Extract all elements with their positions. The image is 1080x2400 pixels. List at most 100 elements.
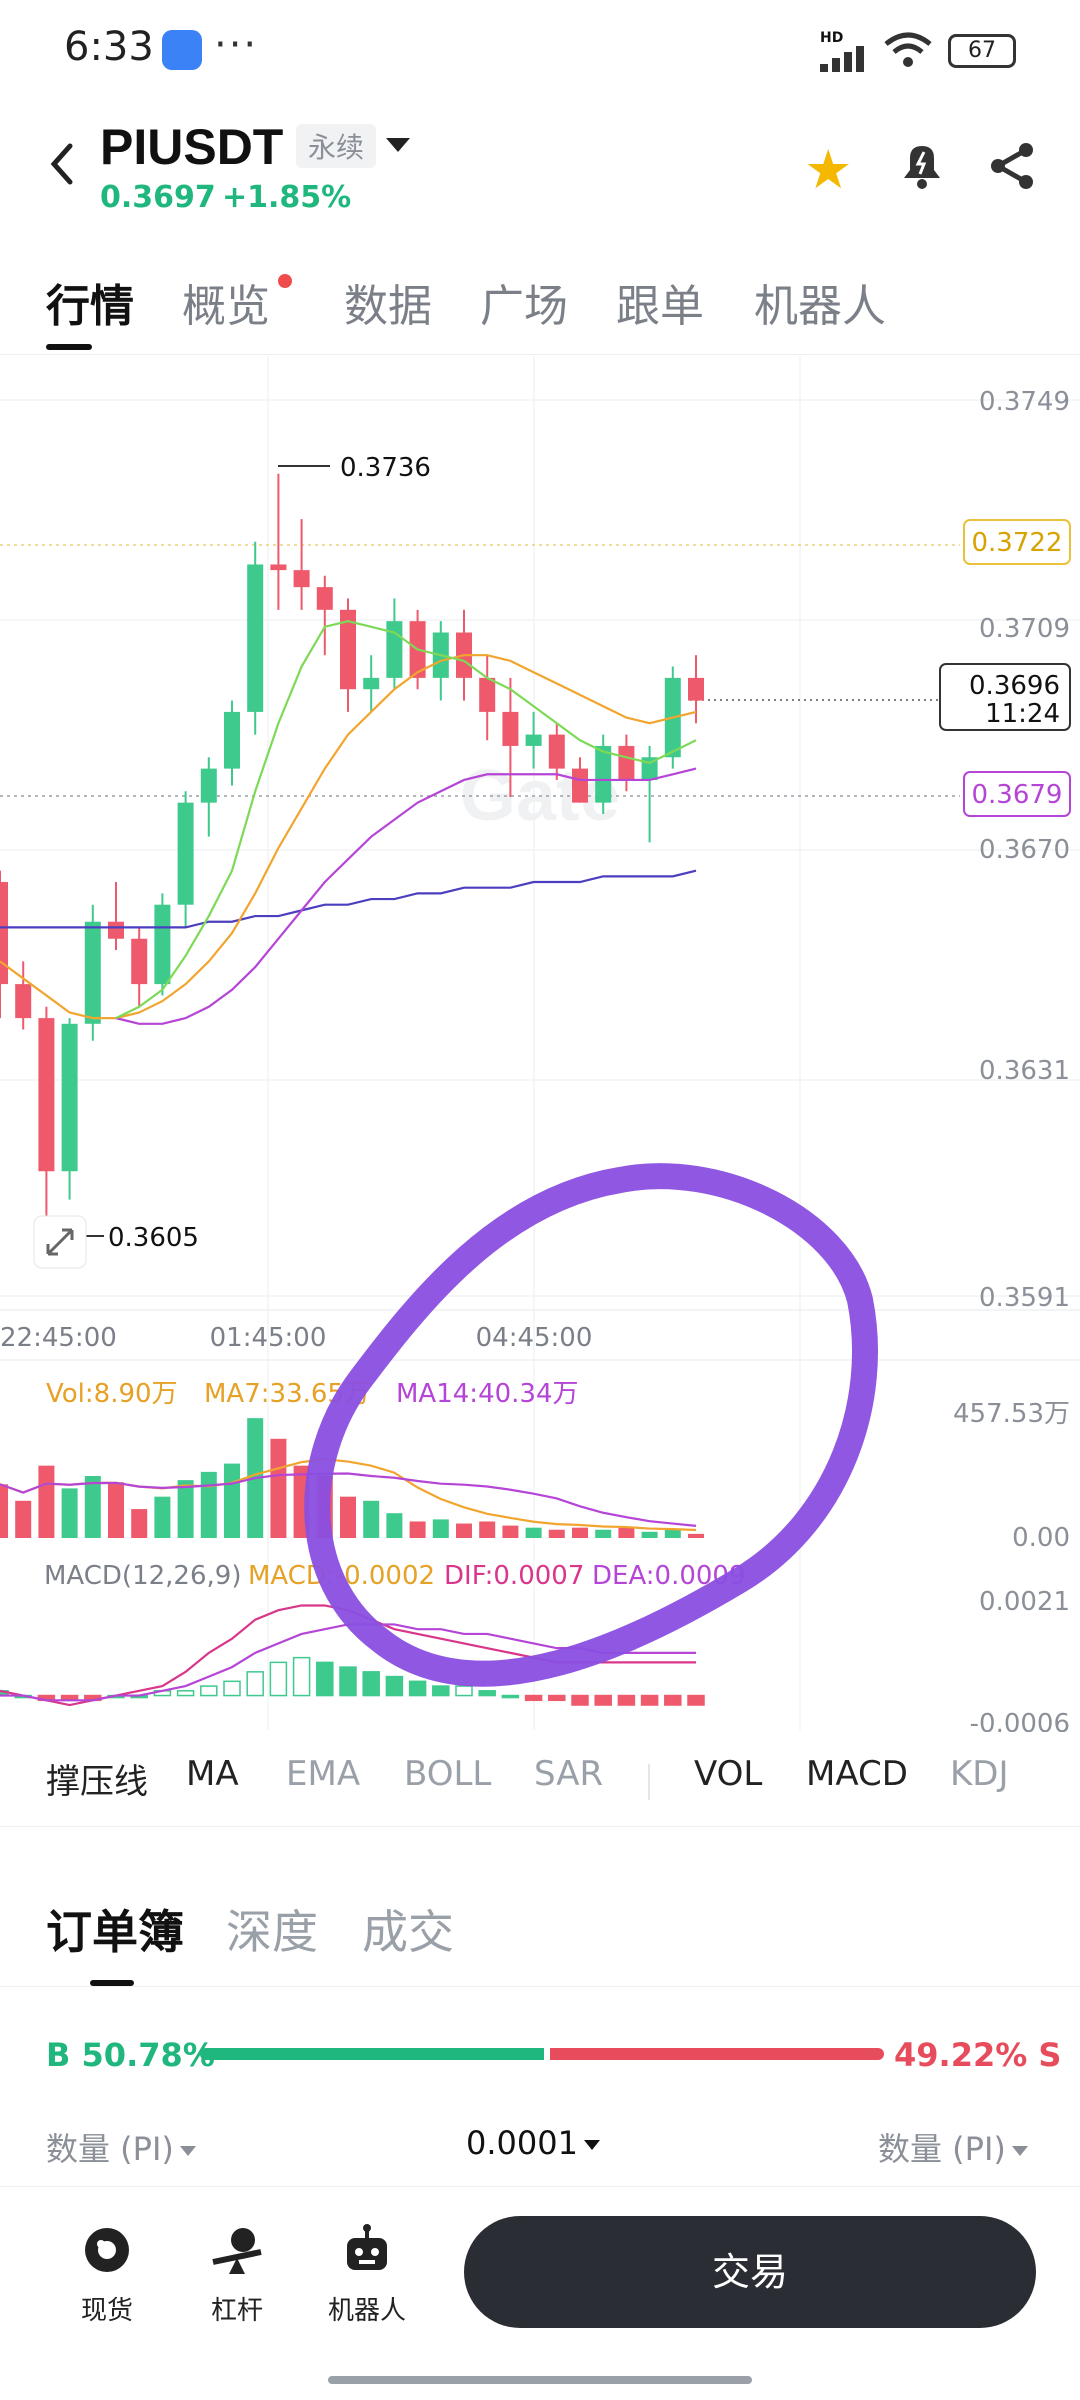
- tab-market[interactable]: 行情: [46, 281, 134, 332]
- candle-body: [0, 882, 8, 985]
- volume-bar: [595, 1529, 612, 1538]
- robot-icon: [347, 2224, 387, 2270]
- app-notification-icon: [162, 30, 202, 70]
- volume-bar: [340, 1496, 356, 1538]
- macd-bar: [176, 1690, 195, 1697]
- time-label: 22:45:00: [0, 1323, 117, 1353]
- price-alert-bell-icon[interactable]: [894, 136, 950, 192]
- qty-unit-right-label: 数量 (PI): [878, 2130, 1006, 2168]
- status-bar: 6:33 ··· HD 67: [0, 0, 1080, 100]
- pair-dropdown-icon[interactable]: [386, 138, 410, 152]
- dif-value: DIF:0.0007: [444, 1561, 584, 1591]
- candle-body: [224, 711, 240, 769]
- volume-bar: [432, 1519, 449, 1538]
- vol-ma14-line: [0, 1472, 697, 1527]
- nav-spot[interactable]: 现货: [52, 2222, 162, 2327]
- ma-line-green: [115, 620, 697, 1020]
- notification-dot: [278, 274, 292, 288]
- candle-body: [548, 734, 565, 769]
- qty-unit-left-select[interactable]: 数量 (PI): [46, 2124, 196, 2170]
- dropdown-caret-icon: [1011, 2146, 1028, 2156]
- chart-grid: [0, 356, 1080, 1730]
- nav-bot[interactable]: 机器人: [312, 2222, 422, 2327]
- tab-bot[interactable]: 机器人: [754, 281, 886, 332]
- candle-body: [247, 564, 264, 712]
- volume-bar: [0, 1484, 8, 1538]
- orderbook-tab-underline: [90, 1980, 134, 1986]
- volume-bar: [409, 1521, 426, 1538]
- volume-bar: [664, 1529, 681, 1538]
- candle-body: [154, 904, 171, 985]
- ma-line-purple: [115, 767, 697, 1025]
- network-type-label: HD: [820, 30, 844, 46]
- volume-bar: [224, 1463, 240, 1538]
- indicator-sar[interactable]: SAR: [534, 1754, 604, 1794]
- macd-bar: [478, 1690, 496, 1697]
- divider: [0, 354, 1080, 355]
- price-axis-label: 0.3631: [979, 1056, 1070, 1086]
- macd-bar: [501, 1694, 520, 1699]
- nav-margin[interactable]: 杠杆: [182, 2222, 292, 2327]
- volume-bar: [386, 1513, 403, 1538]
- tab-square[interactable]: 广场: [480, 281, 568, 332]
- coin-icon: [85, 2228, 129, 2272]
- candles: [0, 473, 704, 1217]
- macd-bar: [664, 1694, 682, 1706]
- volume-bar: [688, 1533, 704, 1538]
- indicator-support-resistance[interactable]: 撑压线: [46, 1762, 148, 1802]
- ma-line-indigo: [0, 869, 697, 929]
- candle-body: [200, 768, 217, 803]
- tab-orderbook[interactable]: 订单簿: [46, 1905, 184, 1959]
- favorite-star-icon[interactable]: ★: [804, 138, 853, 201]
- dropdown-caret-icon: [583, 2140, 600, 2150]
- candle-body: [479, 677, 496, 712]
- macd-bar: [548, 1694, 566, 1702]
- macd-axis-min: -0.0006: [970, 1709, 1070, 1732]
- indicator-vol[interactable]: VOL: [694, 1754, 763, 1794]
- vol-axis-max: 457.53万: [953, 1399, 1070, 1429]
- indicator-kdj[interactable]: KDJ: [950, 1754, 1009, 1794]
- macd-bar: [617, 1694, 636, 1706]
- volume-bar: [270, 1438, 287, 1538]
- countdown-text: 11:24: [985, 699, 1060, 729]
- dropdown-caret-icon: [179, 2146, 196, 2156]
- tab-overview[interactable]: 概览: [182, 281, 270, 332]
- tab-trades[interactable]: 成交: [362, 1905, 454, 1959]
- tab-depth[interactable]: 深度: [226, 1905, 318, 1959]
- expand-icon[interactable]: [33, 1215, 87, 1269]
- indicator-boll[interactable]: BOLL: [404, 1754, 492, 1794]
- volume-bar: [61, 1488, 78, 1538]
- current-price-tag-text: 0.3696: [969, 671, 1060, 701]
- macd-axis-max: 0.0021: [979, 1587, 1070, 1617]
- wifi-icon: [884, 32, 932, 67]
- qty-unit-right-select[interactable]: 数量 (PI): [878, 2124, 1028, 2170]
- tab-copytrade[interactable]: 跟单: [616, 281, 704, 332]
- macd-bar: [571, 1694, 589, 1706]
- divider: [0, 2186, 1080, 2187]
- candle-body: [363, 677, 380, 690]
- volume-bar: [15, 1500, 32, 1538]
- back-arrow-icon[interactable]: [44, 140, 80, 188]
- volume-bar: [363, 1500, 380, 1538]
- indicator-macd[interactable]: MACD: [806, 1754, 908, 1794]
- volume-bar: [525, 1527, 542, 1538]
- pair-title[interactable]: PIUSDT: [100, 119, 284, 175]
- ma-lines: [0, 620, 697, 1025]
- indicator-ma[interactable]: MA: [186, 1754, 239, 1794]
- tab-data[interactable]: 数据: [344, 281, 432, 332]
- price-change: +1.85%: [222, 180, 352, 215]
- sell-ratio-fill: [550, 2048, 884, 2060]
- trade-button[interactable]: 交易: [464, 2216, 1036, 2328]
- share-icon[interactable]: [984, 138, 1040, 194]
- volume-bar: [154, 1496, 171, 1538]
- divider: [0, 1826, 1080, 1827]
- volume-bar: [548, 1529, 565, 1538]
- sell-ratio-label: 49.22% S: [894, 2036, 1062, 2074]
- precision-select[interactable]: 0.0001: [466, 2124, 600, 2162]
- indicator-ema[interactable]: EMA: [286, 1754, 361, 1794]
- volume-bar: [479, 1521, 496, 1538]
- vol-ma14-legend: MA14:40.34万: [396, 1379, 579, 1409]
- status-time: 6:33: [64, 24, 154, 70]
- contract-type-badge: 永续: [296, 124, 377, 168]
